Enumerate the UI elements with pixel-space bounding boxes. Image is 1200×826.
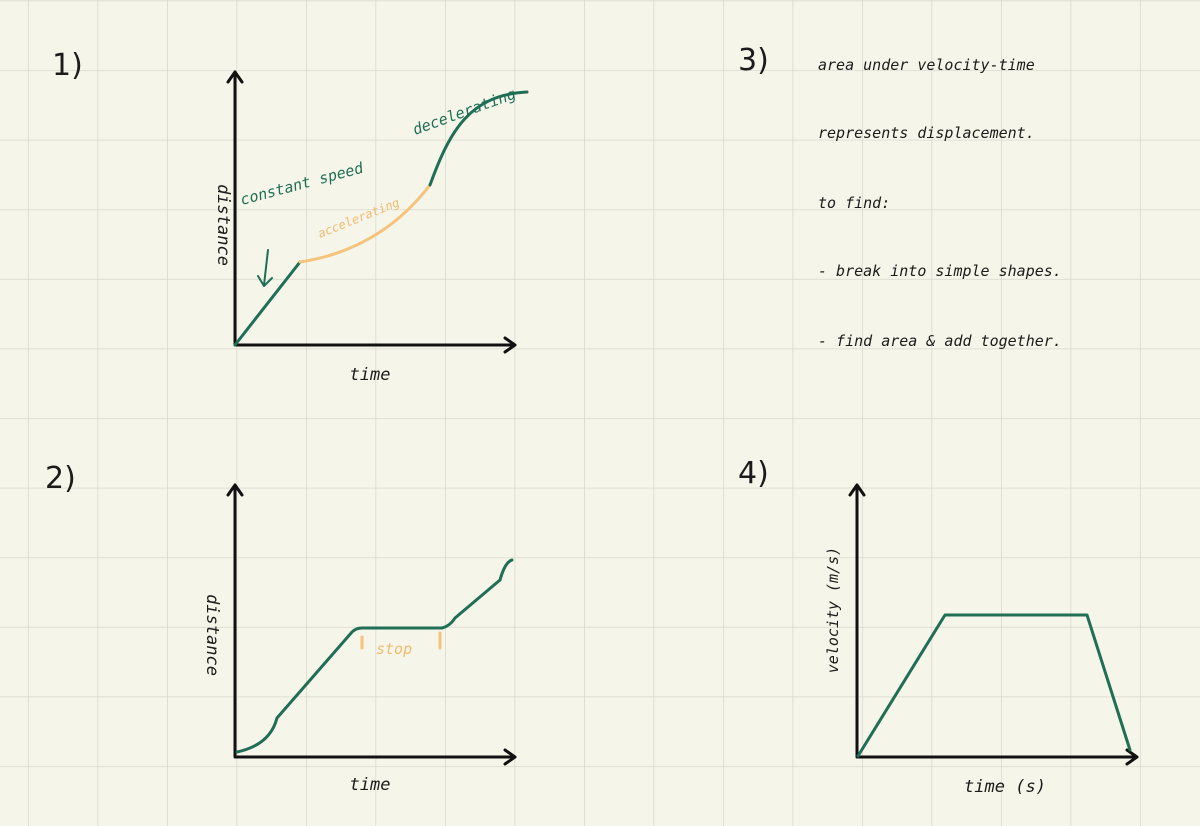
section-number: 3) xyxy=(738,43,769,78)
x-axis-label: time xyxy=(350,775,391,795)
note-line: represents displacement. xyxy=(818,124,1035,142)
y-axis-label: distance xyxy=(202,594,222,676)
decelerating-curve xyxy=(428,90,529,187)
accelerating-curve xyxy=(298,183,432,264)
annotation: stop xyxy=(376,640,412,658)
note-line: - find area & add together. xyxy=(818,332,1062,350)
note-line: area under velocity-time xyxy=(818,56,1035,74)
axes xyxy=(226,70,517,354)
note-line: to find: xyxy=(818,194,890,212)
distance-time-line xyxy=(235,558,514,754)
axes xyxy=(226,483,517,766)
arrow xyxy=(257,249,273,287)
section-number: 4) xyxy=(738,456,769,491)
velocity-time-line xyxy=(856,613,1132,758)
constant-speed-line xyxy=(233,260,302,347)
note-line: - break into simple shapes. xyxy=(818,262,1062,280)
x-axis-label: time xyxy=(350,365,391,385)
x-axis-label: time (s) xyxy=(964,777,1046,797)
y-axis-label: velocity (m/s) xyxy=(824,547,842,673)
section-number: 1) xyxy=(52,48,83,83)
stop-markers xyxy=(360,631,442,650)
y-axis-label: distance xyxy=(213,184,233,266)
section-number: 2) xyxy=(45,461,76,496)
axes xyxy=(848,483,1139,766)
